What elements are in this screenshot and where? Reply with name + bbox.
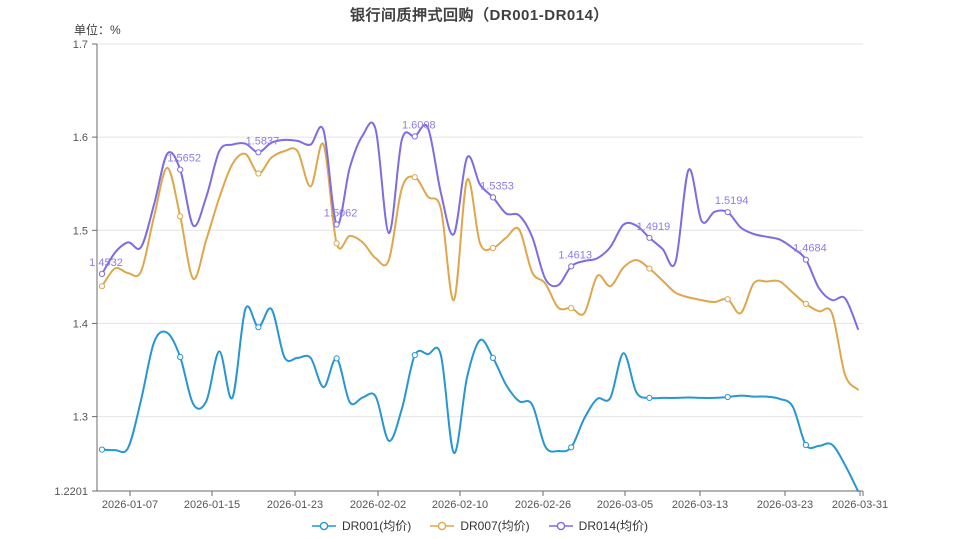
x-axis-label: 2026-02-10 xyxy=(432,499,488,511)
data-point-marker[interactable] xyxy=(333,221,340,228)
y-axis-label: 1.7 xyxy=(73,39,88,51)
data-point-marker[interactable] xyxy=(802,300,810,307)
data-point-marker[interactable] xyxy=(724,296,731,303)
data-point-marker[interactable] xyxy=(411,352,418,359)
legend: DR001(均价) DR007(均价) DR014(均价) xyxy=(0,517,959,534)
y-axis-label: 1.5 xyxy=(73,225,88,237)
y-axis-label: 1.2201 xyxy=(54,486,88,498)
data-point-marker[interactable] xyxy=(646,394,653,401)
legend-label: DR014(均价) xyxy=(578,519,649,533)
x-axis-label: 2026-01-07 xyxy=(102,499,158,511)
data-point-marker[interactable] xyxy=(177,213,184,220)
x-axis-label: 2026-03-05 xyxy=(597,499,653,511)
legend-item-DR007[interactable]: DR007(均价) xyxy=(429,517,530,534)
data-point-marker[interactable] xyxy=(333,355,340,362)
data-label: 1.4684 xyxy=(793,243,827,255)
data-label: 1.5353 xyxy=(480,180,514,192)
x-axis-label: 2026-02-02 xyxy=(350,499,406,511)
data-point-marker[interactable] xyxy=(98,270,106,277)
data-label: 1.5652 xyxy=(167,153,201,165)
data-point-marker[interactable] xyxy=(489,354,497,361)
x-axis-label: 2026-01-23 xyxy=(267,499,323,511)
legend-line-marker-icon xyxy=(311,521,336,530)
x-axis-label: 2026-03-23 xyxy=(757,499,813,511)
legend-line-marker-icon xyxy=(430,521,455,530)
legend-label: DR007(均价) xyxy=(460,519,530,533)
data-point-marker[interactable] xyxy=(177,353,184,361)
legend-item-DR014[interactable]: DR014(均价) xyxy=(548,517,648,534)
x-axis-label: 2026-03-31 xyxy=(832,499,888,511)
data-point-marker[interactable] xyxy=(411,174,418,181)
y-axis-label: 1.6 xyxy=(73,132,88,144)
data-point-marker[interactable] xyxy=(568,444,575,451)
x-axis-label: 2026-01-15 xyxy=(184,499,240,511)
data-point-marker[interactable] xyxy=(646,265,653,272)
y-axis-label: 1.3 xyxy=(73,412,88,424)
x-axis-label: 2026-02-26 xyxy=(515,499,571,511)
data-point-marker[interactable] xyxy=(98,283,106,290)
unit-label: 单位：% xyxy=(74,23,121,37)
y-axis-label: 1.4 xyxy=(73,318,88,330)
data-point-marker[interactable] xyxy=(255,149,262,156)
data-point-marker[interactable] xyxy=(568,305,575,312)
data-label: 1.4919 xyxy=(637,221,671,233)
legend-item-DR001[interactable]: DR001(均价) xyxy=(311,517,411,534)
data-point-marker[interactable] xyxy=(489,244,497,252)
data-point-marker[interactable] xyxy=(802,256,810,263)
legend-line-marker-icon xyxy=(548,521,573,530)
data-point-marker[interactable] xyxy=(724,393,731,401)
data-label: 1.4613 xyxy=(558,249,592,261)
data-point-marker[interactable] xyxy=(177,166,184,173)
data-point-marker[interactable] xyxy=(646,234,653,241)
data-point-marker[interactable] xyxy=(255,324,262,331)
data-point-marker[interactable] xyxy=(489,194,497,201)
series-line-DR001 xyxy=(101,305,859,492)
data-point-marker[interactable] xyxy=(255,170,262,177)
data-point-marker[interactable] xyxy=(98,446,106,453)
data-label: 1.5837 xyxy=(246,135,280,147)
chart-title: 银行间质押式回购（DR001-DR014） xyxy=(350,7,609,24)
data-point-marker[interactable] xyxy=(411,133,418,140)
data-point-marker[interactable] xyxy=(724,209,731,216)
data-label: 1.6008 xyxy=(402,119,436,131)
legend-label: DR001(均价) xyxy=(341,519,412,533)
series-line-DR014 xyxy=(101,121,859,330)
data-point-marker[interactable] xyxy=(333,240,340,247)
data-label: 1.5062 xyxy=(324,208,358,220)
data-label: 1.4532 xyxy=(89,257,123,269)
x-axis-label: 2026-03-13 xyxy=(672,499,728,511)
data-label: 1.5194 xyxy=(715,195,749,207)
data-point-marker[interactable] xyxy=(568,263,575,270)
data-point-marker[interactable] xyxy=(802,441,810,449)
